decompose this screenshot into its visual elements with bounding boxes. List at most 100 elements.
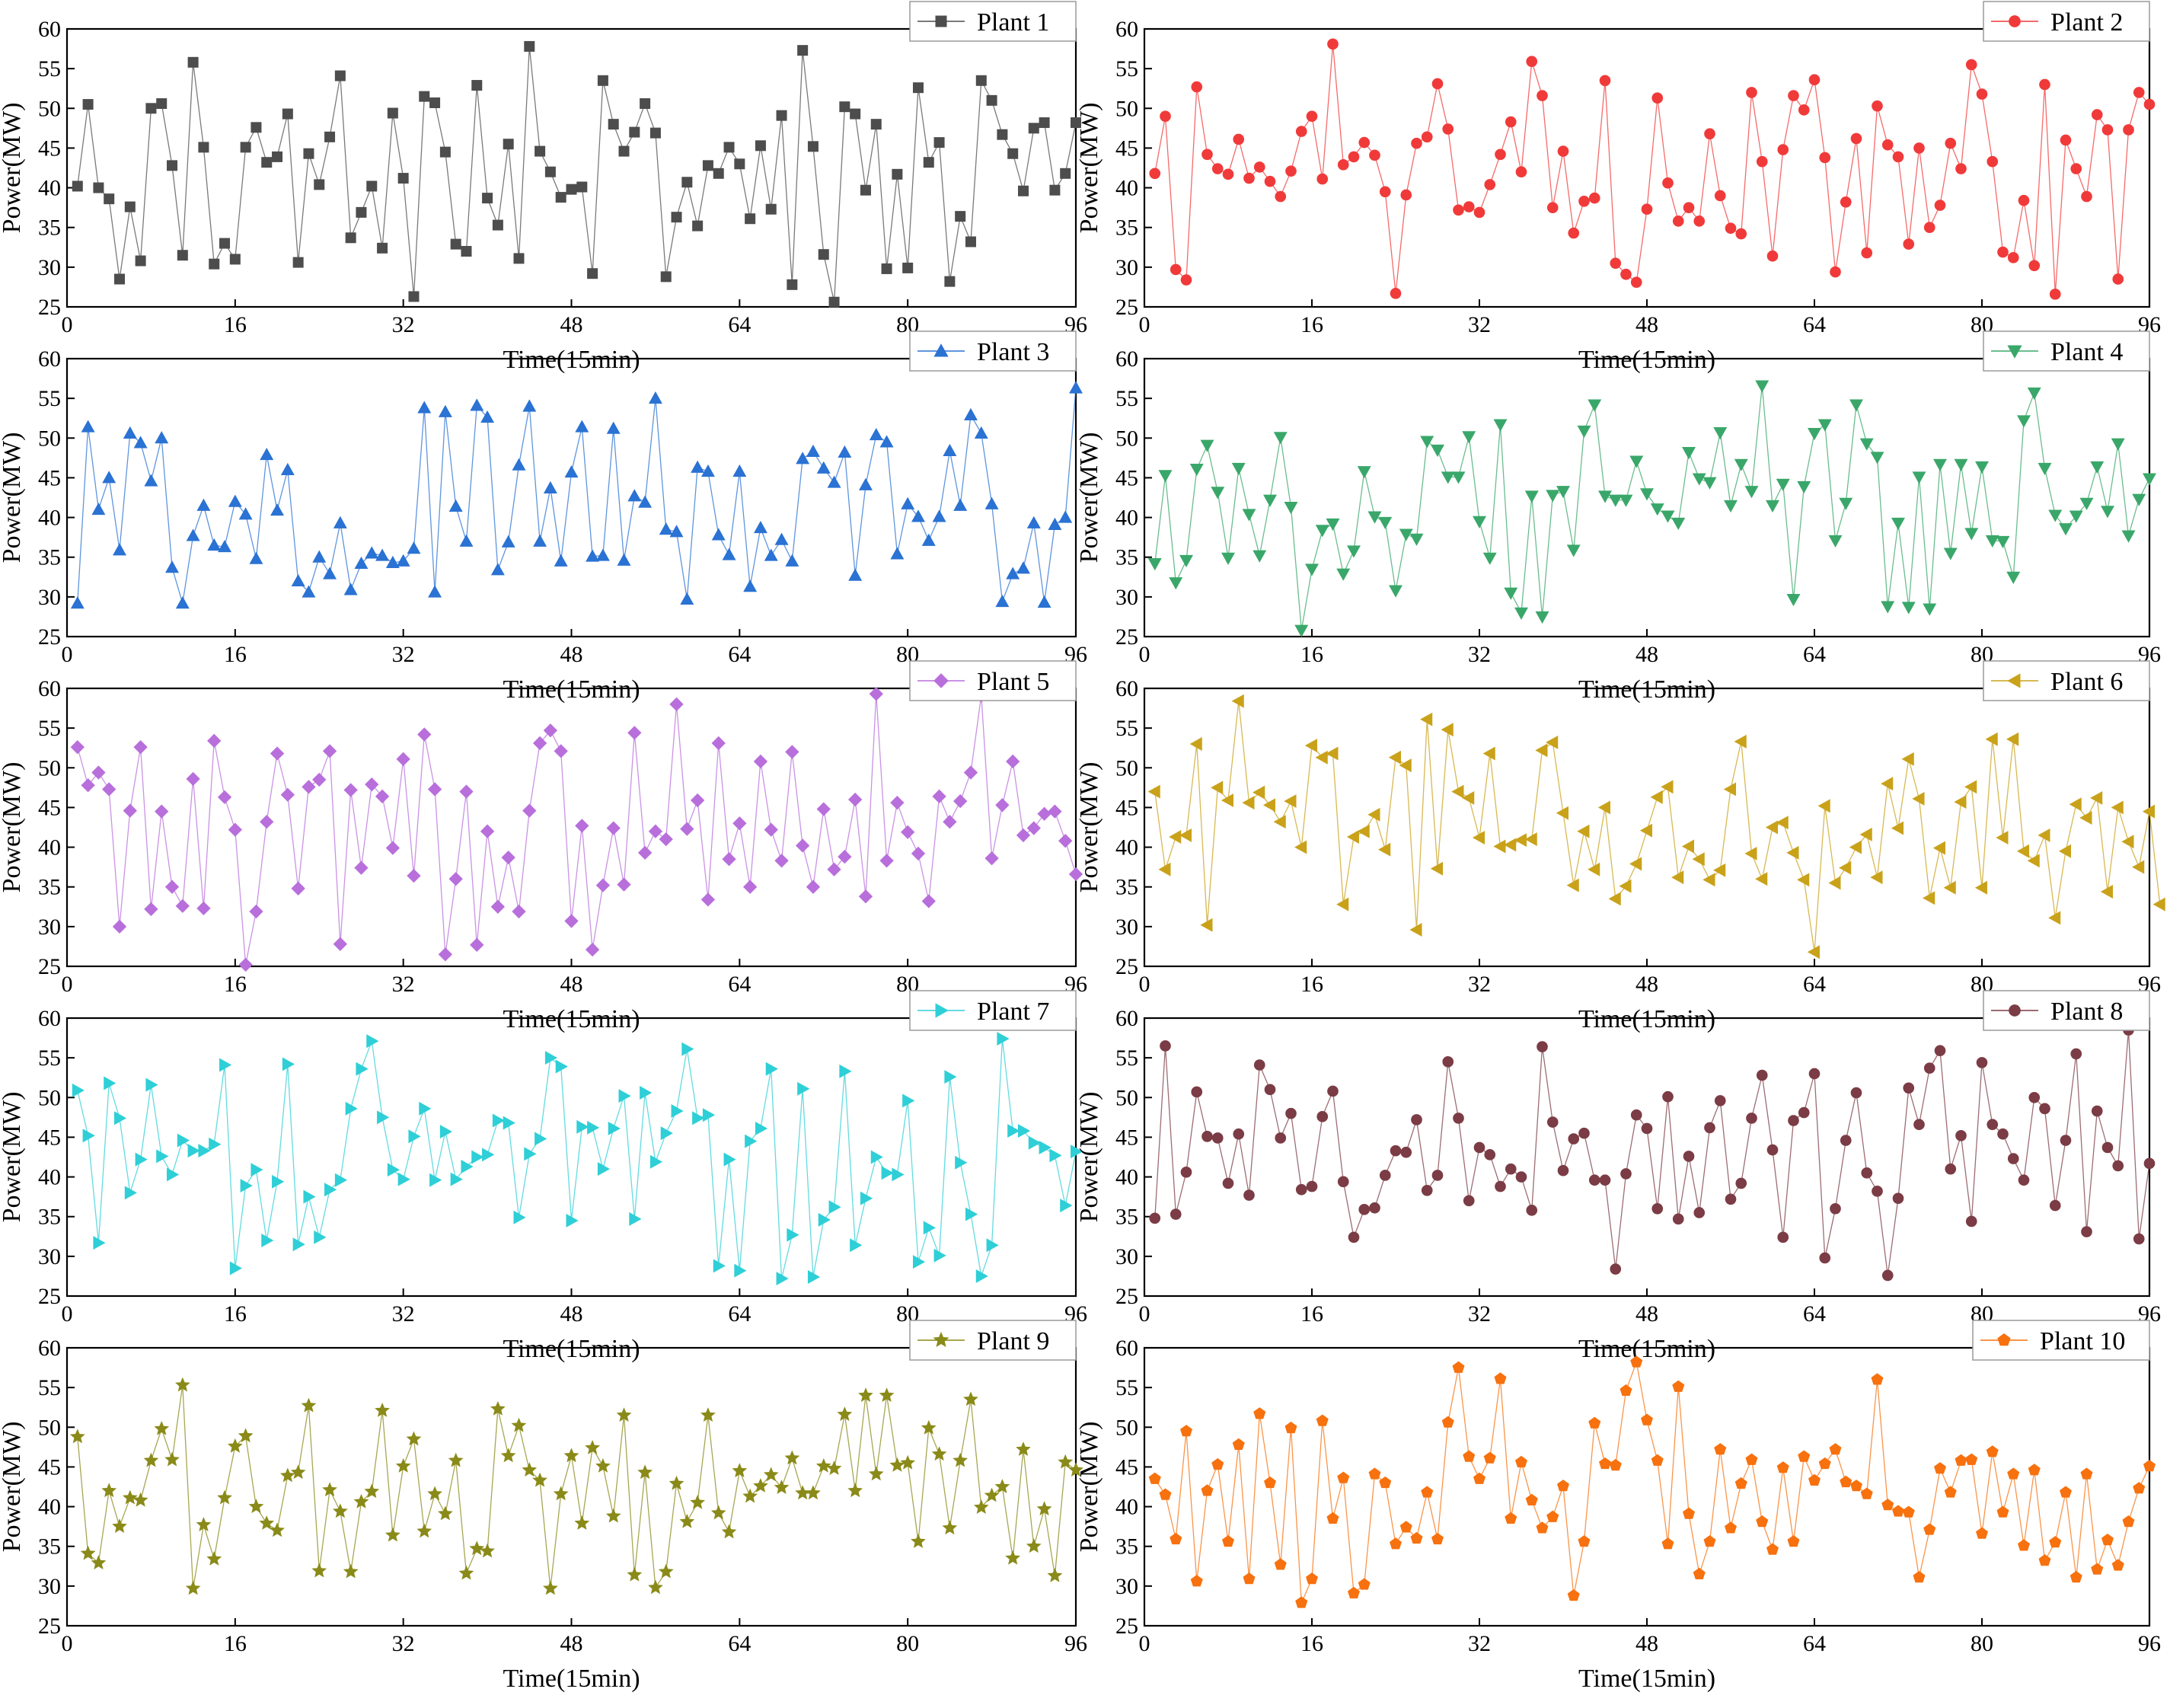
data-point xyxy=(566,1213,579,1228)
y-tick-label: 60 xyxy=(38,17,61,42)
data-point xyxy=(1201,1131,1213,1142)
data-point xyxy=(1776,1461,1789,1473)
data-point xyxy=(1776,816,1789,830)
data-point xyxy=(816,461,831,474)
data-point xyxy=(218,540,232,553)
data-point xyxy=(869,427,883,441)
data-point xyxy=(1294,840,1307,854)
data-point xyxy=(407,868,421,883)
data-point xyxy=(164,880,180,894)
data-point xyxy=(1692,852,1705,867)
data-point xyxy=(1483,1451,1496,1464)
legend: Plant 6 xyxy=(1983,660,2150,701)
data-point xyxy=(1409,533,1424,546)
data-point xyxy=(1840,1475,1852,1488)
data-point xyxy=(91,765,106,780)
data-point xyxy=(314,179,325,190)
data-point xyxy=(544,166,556,177)
data-point xyxy=(334,70,346,81)
data-point xyxy=(986,1238,999,1253)
data-point xyxy=(1964,528,1979,541)
data-point xyxy=(1337,159,1349,171)
data-point xyxy=(290,1464,306,1480)
data-point xyxy=(692,220,704,231)
data-point xyxy=(1588,192,1600,204)
data-point xyxy=(944,276,956,287)
data-point xyxy=(1683,202,1695,213)
data-point xyxy=(419,91,430,102)
data-point xyxy=(356,1062,369,1076)
data-point xyxy=(1568,1133,1580,1145)
data-point xyxy=(1828,535,1843,548)
data-point xyxy=(469,1540,485,1556)
data-point xyxy=(417,727,432,742)
data-point xyxy=(1170,1532,1182,1545)
data-point xyxy=(563,1448,579,1463)
legend: Plant 5 xyxy=(909,660,1077,701)
data-point xyxy=(113,543,126,556)
data-point xyxy=(482,1148,495,1162)
x-tick-label: 48 xyxy=(1635,972,1658,997)
data-point xyxy=(1578,195,1590,207)
data-point xyxy=(1840,196,1852,208)
data-point xyxy=(1985,535,1999,548)
data-point xyxy=(1221,552,1235,565)
data-point xyxy=(1179,554,1193,568)
data-point xyxy=(1788,90,1799,101)
legend-marker xyxy=(935,15,947,27)
data-point xyxy=(595,878,611,892)
data-point xyxy=(1526,56,1538,68)
series-line-plant-1 xyxy=(77,46,1077,302)
panel-plant-10: 0 16 32 48 64 80 96 25 30 35 40 45 50 55 60 Time(15min)… xyxy=(1075,1320,2161,1693)
data-point xyxy=(943,815,957,829)
data-point xyxy=(850,108,861,120)
data-point xyxy=(711,528,726,541)
data-point xyxy=(753,1478,768,1493)
x-tick-label: 48 xyxy=(560,1301,583,1326)
data-point xyxy=(123,803,137,818)
data-point xyxy=(931,1446,947,1461)
data-point xyxy=(1505,1512,1517,1524)
data-point xyxy=(953,1452,969,1467)
data-point xyxy=(818,1212,831,1227)
data-point xyxy=(638,495,653,508)
data-point xyxy=(1058,510,1073,523)
data-point xyxy=(953,793,968,809)
data-point xyxy=(1556,486,1570,499)
data-point xyxy=(1504,838,1517,852)
data-point xyxy=(209,258,220,270)
data-point xyxy=(397,1172,410,1186)
data-point xyxy=(1934,200,1946,211)
data-point xyxy=(669,1475,685,1490)
x-tick-label: 64 xyxy=(728,1631,751,1656)
data-point xyxy=(219,1058,232,1072)
data-point xyxy=(1068,1462,1083,1477)
data-point xyxy=(1399,1521,1412,1533)
data-point xyxy=(1473,516,1486,528)
data-point xyxy=(1735,1177,1747,1189)
x-tick-label: 32 xyxy=(1468,972,1491,997)
data-point xyxy=(1934,1462,1946,1474)
data-point xyxy=(2079,497,2094,510)
data-point xyxy=(1881,1499,1894,1511)
data-point xyxy=(91,1555,107,1570)
data-point xyxy=(1683,1151,1695,1162)
data-point xyxy=(332,1503,348,1518)
data-point xyxy=(1017,1124,1031,1138)
data-point xyxy=(1683,1507,1695,1519)
data-point xyxy=(102,782,116,797)
x-tick-label: 32 xyxy=(1468,1631,1491,1656)
data-point xyxy=(692,1111,705,1125)
data-point xyxy=(2006,571,2021,584)
data-point xyxy=(260,815,274,829)
x-tick-label: 16 xyxy=(224,1301,247,1326)
data-point xyxy=(1347,545,1361,558)
data-point xyxy=(700,892,716,907)
data-point xyxy=(1577,425,1591,439)
y-tick-label: 30 xyxy=(1115,1244,1138,1269)
data-point xyxy=(1923,1523,1936,1535)
data-point xyxy=(1357,824,1370,838)
data-point xyxy=(1515,1455,1527,1467)
data-point xyxy=(1336,897,1349,911)
data-point xyxy=(2143,473,2156,486)
